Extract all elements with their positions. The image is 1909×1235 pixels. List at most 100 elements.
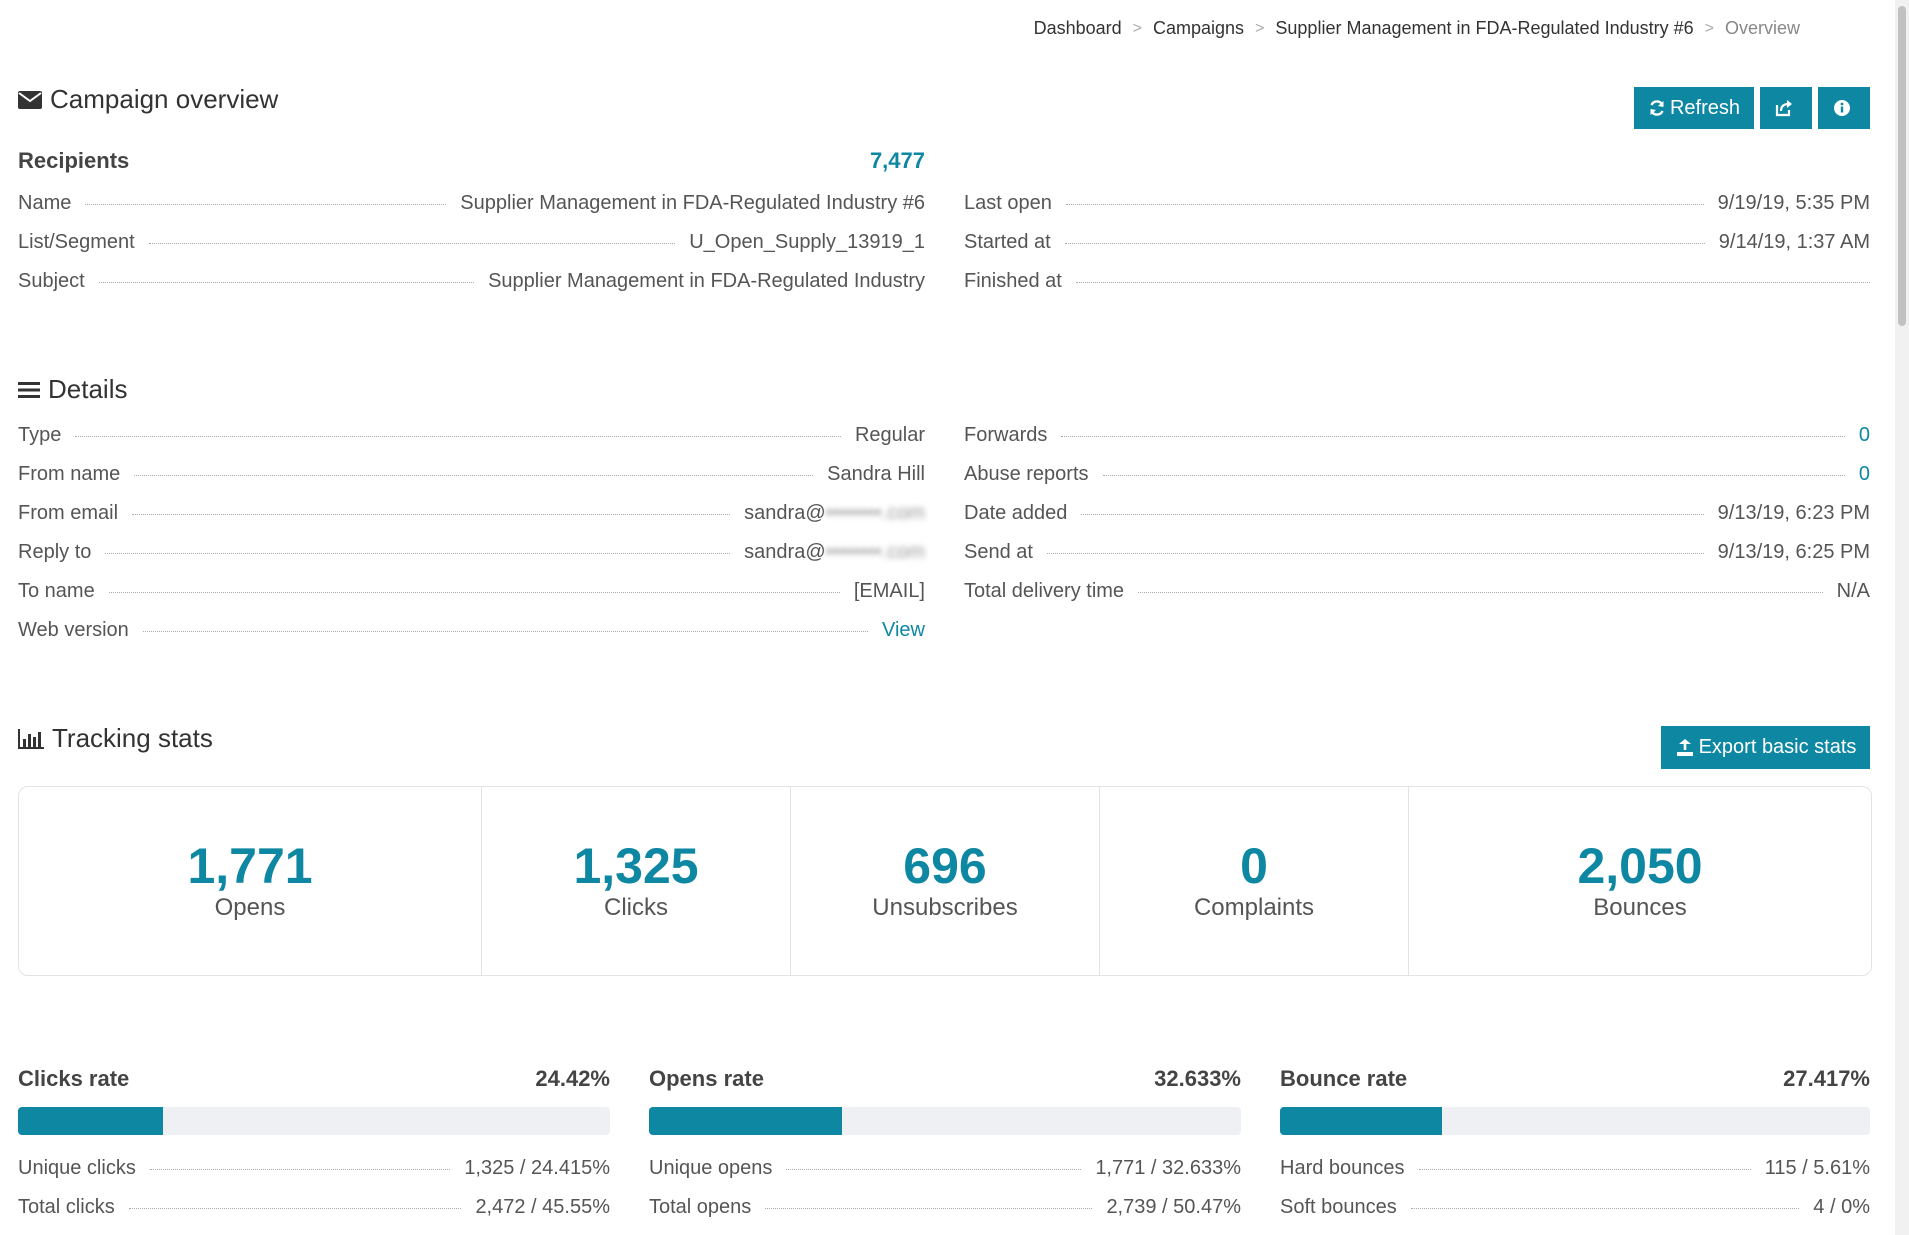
bounce-rate-progress-bar xyxy=(1280,1107,1870,1135)
refresh-label: Refresh xyxy=(1669,96,1741,119)
breadcrumb-dashboard[interactable]: Dashboard xyxy=(1033,18,1122,38)
stat-label: Opens xyxy=(214,894,286,921)
details-title: Details xyxy=(18,374,127,405)
dotted-leader xyxy=(1081,514,1704,515)
tracking-stats-label: Tracking stats xyxy=(52,723,213,753)
stat-unsubscribes[interactable]: 696 Unsubscribes xyxy=(791,787,1100,975)
row-value: 1,771 / 32.633% xyxy=(1095,1157,1241,1179)
progress-fill xyxy=(1280,1107,1442,1135)
dotted-leader xyxy=(132,514,731,515)
email-blurred-part: ••••••••.com xyxy=(825,541,925,563)
breadcrumb-campaigns[interactable]: Campaigns xyxy=(1153,18,1245,38)
row-value: 1,325 / 24.415% xyxy=(464,1157,610,1179)
row-value: 115 / 5.61% xyxy=(1764,1157,1870,1179)
row-label: Last open xyxy=(964,192,1052,214)
stat-number: 2,050 xyxy=(1577,838,1703,894)
row-label: From name xyxy=(18,463,121,485)
page-scrollbar[interactable] xyxy=(1895,0,1909,1235)
breadcrumb: Dashboard > Campaigns > Supplier Managem… xyxy=(1034,18,1800,39)
info-button[interactable] xyxy=(1818,87,1870,129)
refresh-button[interactable]: Refresh xyxy=(1634,87,1754,129)
rate-row-hard-bounces: Hard bounces 115 / 5.61% xyxy=(1280,1157,1870,1185)
rate-row-total-clicks: Total clicks 2,472 / 45.55% xyxy=(18,1196,610,1224)
rate-row-soft-bounces: Soft bounces 4 / 0% xyxy=(1280,1196,1870,1224)
row-value: sandra@••••••••.com xyxy=(744,502,925,525)
rate-row-unique-clicks: Unique clicks 1,325 / 24.415% xyxy=(18,1157,610,1185)
overview-row-finished-at: Finished at xyxy=(964,270,1870,298)
dotted-leader xyxy=(1138,592,1823,593)
row-label: Date added xyxy=(964,502,1068,524)
stat-complaints[interactable]: 0 Complaints xyxy=(1100,787,1409,975)
dotted-leader xyxy=(105,553,731,554)
row-value: 2,472 / 45.55% xyxy=(475,1196,610,1218)
row-label: Forwards xyxy=(964,424,1048,446)
details-row-reply-to: Reply to sandra@••••••••.com xyxy=(18,541,925,569)
dotted-leader xyxy=(108,592,840,593)
email-visible-part: sandra@ xyxy=(744,502,826,524)
details-row-from-name: From name Sandra Hill xyxy=(18,463,925,491)
stat-label: Clicks xyxy=(604,894,668,921)
row-value: Supplier Management in FDA-Regulated Ind… xyxy=(488,270,925,292)
recipients-label: Recipients xyxy=(18,148,130,173)
details-row-abuse-reports: Abuse reports 0 xyxy=(964,463,1870,491)
bounce-rate-header: Bounce rate 27.417% xyxy=(1280,1066,1870,1092)
row-value: Sandra Hill xyxy=(827,463,925,485)
row-value: Regular xyxy=(854,424,925,446)
tracking-stats-panel: 1,771 Opens 1,325 Clicks 696 Unsubscribe… xyxy=(18,786,1872,976)
row-label: Soft bounces xyxy=(1280,1196,1397,1218)
dotted-leader xyxy=(1418,1169,1751,1170)
dotted-leader xyxy=(1075,282,1870,283)
row-label: Hard bounces xyxy=(1280,1157,1405,1179)
export-basic-stats-button[interactable]: Export basic stats xyxy=(1661,726,1870,769)
row-value: 9/19/19, 5:35 PM xyxy=(1717,192,1870,214)
list-icon xyxy=(18,381,40,398)
row-value: Supplier Management in FDA-Regulated Ind… xyxy=(460,192,925,214)
opens-rate-header: Opens rate 32.633% xyxy=(649,1066,1241,1092)
details-row-date-added: Date added 9/13/19, 6:23 PM xyxy=(964,502,1870,530)
opens-rate-title: Opens rate xyxy=(649,1066,764,1091)
progress-fill xyxy=(18,1107,163,1135)
row-label: Unique opens xyxy=(649,1157,773,1179)
dotted-leader xyxy=(1046,553,1704,554)
forwards-link[interactable]: 0 xyxy=(1858,424,1870,446)
clicks-rate-progress-bar xyxy=(18,1107,610,1135)
stat-opens[interactable]: 1,771 Opens xyxy=(19,787,482,975)
stat-label: Complaints xyxy=(1193,894,1315,921)
dotted-leader xyxy=(85,204,447,205)
row-value: 9/13/19, 6:25 PM xyxy=(1717,541,1870,563)
abuse-reports-link[interactable]: 0 xyxy=(1858,463,1870,485)
scrollbar-thumb[interactable] xyxy=(1898,6,1906,326)
row-value: U_Open_Supply_13919_1 xyxy=(689,231,925,253)
breadcrumb-campaign[interactable]: Supplier Management in FDA-Regulated Ind… xyxy=(1275,18,1694,38)
bounce-rate-value: 27.417% xyxy=(1783,1066,1870,1091)
row-label: Abuse reports xyxy=(964,463,1089,485)
rate-row-unique-opens: Unique opens 1,771 / 32.633% xyxy=(649,1157,1241,1185)
stat-label: Unsubscribes xyxy=(872,894,1018,921)
row-value: 9/13/19, 6:23 PM xyxy=(1717,502,1870,524)
overview-row-subject: Subject Supplier Management in FDA-Regula… xyxy=(18,270,925,298)
email-visible-part: sandra@ xyxy=(744,541,826,563)
dotted-leader xyxy=(1064,243,1705,244)
stat-clicks[interactable]: 1,325 Clicks xyxy=(482,787,791,975)
dotted-leader xyxy=(765,1208,1093,1209)
export-basic-stats-label: Export basic stats xyxy=(1698,736,1857,758)
campaign-overview-label: Campaign overview xyxy=(50,84,279,114)
stat-bounces[interactable]: 2,050 Bounces xyxy=(1409,787,1871,975)
details-row-type: Type Regular xyxy=(18,424,925,452)
share-button[interactable] xyxy=(1760,87,1812,129)
email-blurred-part: ••••••••.com xyxy=(825,502,925,524)
dotted-leader xyxy=(148,243,676,244)
web-version-view-link[interactable]: View xyxy=(882,619,925,641)
row-value: 9/14/19, 1:37 AM xyxy=(1718,231,1870,253)
dotted-leader xyxy=(142,631,868,632)
details-row-forwards: Forwards 0 xyxy=(964,424,1870,452)
bar-chart-icon xyxy=(18,728,44,749)
clicks-rate-value: 24.42% xyxy=(535,1066,610,1091)
row-label: From email xyxy=(18,502,119,524)
row-value: [EMAIL] xyxy=(853,580,925,602)
details-row-total-delivery-time: Total delivery time N/A xyxy=(964,580,1870,608)
share-icon xyxy=(1775,100,1792,117)
row-label: Send at xyxy=(964,541,1033,563)
bounce-rate-title: Bounce rate xyxy=(1280,1066,1408,1091)
